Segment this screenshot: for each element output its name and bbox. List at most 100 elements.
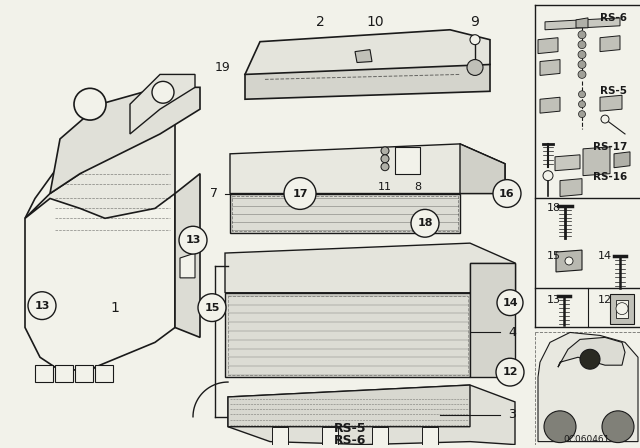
Polygon shape bbox=[25, 154, 175, 372]
Circle shape bbox=[578, 51, 586, 59]
Text: 14: 14 bbox=[598, 251, 612, 261]
Circle shape bbox=[601, 115, 609, 123]
Polygon shape bbox=[230, 194, 460, 233]
Polygon shape bbox=[322, 426, 338, 444]
Polygon shape bbox=[55, 365, 73, 382]
Text: RS-17: RS-17 bbox=[593, 142, 627, 152]
Polygon shape bbox=[600, 36, 620, 52]
Polygon shape bbox=[540, 60, 560, 75]
Circle shape bbox=[198, 294, 226, 322]
Polygon shape bbox=[355, 50, 372, 63]
Polygon shape bbox=[600, 95, 622, 111]
Polygon shape bbox=[470, 263, 515, 377]
Circle shape bbox=[28, 292, 56, 319]
Polygon shape bbox=[228, 385, 470, 426]
Text: RS-5: RS-5 bbox=[600, 86, 627, 96]
Polygon shape bbox=[225, 293, 470, 377]
Text: 12: 12 bbox=[502, 367, 518, 377]
Circle shape bbox=[493, 180, 521, 207]
Polygon shape bbox=[616, 300, 628, 318]
Circle shape bbox=[381, 147, 389, 155]
Text: 0C060461: 0C060461 bbox=[564, 435, 610, 444]
Polygon shape bbox=[25, 119, 175, 218]
Text: 3: 3 bbox=[508, 408, 516, 421]
Polygon shape bbox=[228, 385, 515, 444]
Circle shape bbox=[381, 155, 389, 163]
Circle shape bbox=[381, 163, 389, 171]
Circle shape bbox=[152, 82, 174, 103]
Text: 15: 15 bbox=[547, 251, 561, 261]
Circle shape bbox=[496, 358, 524, 386]
Circle shape bbox=[497, 290, 523, 315]
Polygon shape bbox=[538, 332, 638, 442]
Text: 2: 2 bbox=[316, 15, 324, 29]
Text: RS-5: RS-5 bbox=[333, 422, 366, 435]
Circle shape bbox=[284, 178, 316, 209]
Polygon shape bbox=[245, 30, 490, 79]
Text: 1: 1 bbox=[111, 301, 120, 314]
Text: 8: 8 bbox=[415, 181, 422, 192]
Polygon shape bbox=[95, 365, 113, 382]
Polygon shape bbox=[372, 426, 388, 444]
Text: 18: 18 bbox=[547, 203, 561, 213]
Text: 13: 13 bbox=[186, 235, 201, 245]
Circle shape bbox=[74, 88, 106, 120]
Polygon shape bbox=[225, 243, 515, 293]
Polygon shape bbox=[556, 250, 582, 272]
Polygon shape bbox=[75, 365, 93, 382]
Circle shape bbox=[579, 91, 586, 98]
Polygon shape bbox=[545, 18, 620, 30]
Text: 13: 13 bbox=[35, 301, 50, 310]
Circle shape bbox=[179, 226, 207, 254]
Polygon shape bbox=[538, 38, 558, 54]
Text: 17: 17 bbox=[292, 189, 308, 198]
Polygon shape bbox=[558, 337, 625, 367]
Circle shape bbox=[616, 303, 628, 314]
Text: 16: 16 bbox=[499, 189, 515, 198]
Circle shape bbox=[565, 257, 573, 265]
Polygon shape bbox=[576, 18, 588, 28]
Polygon shape bbox=[175, 174, 200, 337]
Polygon shape bbox=[130, 74, 195, 134]
Polygon shape bbox=[230, 144, 505, 194]
Text: 14: 14 bbox=[502, 297, 518, 308]
Circle shape bbox=[543, 171, 553, 181]
Polygon shape bbox=[470, 263, 515, 293]
Circle shape bbox=[544, 411, 576, 443]
Text: 13: 13 bbox=[547, 295, 561, 305]
Polygon shape bbox=[35, 365, 53, 382]
Circle shape bbox=[470, 35, 480, 45]
Polygon shape bbox=[395, 147, 420, 174]
Text: 12: 12 bbox=[598, 295, 612, 305]
Polygon shape bbox=[50, 87, 200, 194]
Polygon shape bbox=[272, 426, 288, 444]
Circle shape bbox=[578, 41, 586, 49]
Polygon shape bbox=[555, 155, 580, 171]
Circle shape bbox=[411, 209, 439, 237]
Circle shape bbox=[580, 349, 600, 369]
Text: RS-16: RS-16 bbox=[593, 172, 627, 181]
Circle shape bbox=[578, 31, 586, 39]
Text: 18: 18 bbox=[417, 218, 433, 228]
Circle shape bbox=[467, 60, 483, 75]
Circle shape bbox=[579, 111, 586, 117]
Text: 4: 4 bbox=[508, 326, 516, 339]
Text: 9: 9 bbox=[470, 15, 479, 29]
Text: 10: 10 bbox=[366, 15, 384, 29]
Polygon shape bbox=[422, 426, 438, 444]
Polygon shape bbox=[245, 65, 490, 99]
Polygon shape bbox=[614, 152, 630, 168]
Polygon shape bbox=[583, 147, 610, 176]
Text: RS-6: RS-6 bbox=[334, 434, 366, 447]
Text: 11: 11 bbox=[378, 181, 392, 192]
Polygon shape bbox=[610, 294, 634, 323]
Text: 7: 7 bbox=[210, 187, 218, 200]
Circle shape bbox=[578, 60, 586, 69]
Circle shape bbox=[602, 411, 634, 443]
Circle shape bbox=[578, 70, 586, 78]
Text: 19: 19 bbox=[215, 61, 231, 74]
Circle shape bbox=[579, 101, 586, 108]
Text: RS-6: RS-6 bbox=[600, 13, 627, 23]
Text: 15: 15 bbox=[204, 303, 220, 313]
Polygon shape bbox=[180, 253, 195, 278]
